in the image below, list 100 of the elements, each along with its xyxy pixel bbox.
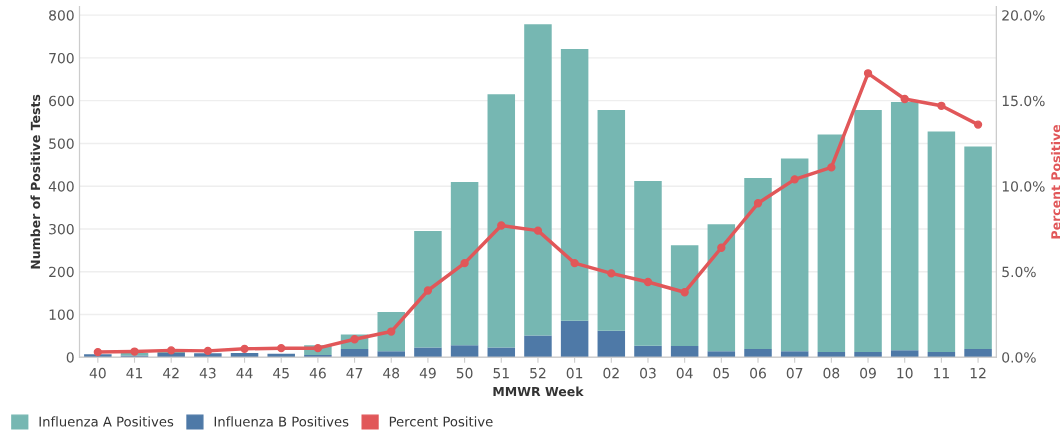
bar (194, 353, 222, 358)
x-tick-label: 48 (383, 367, 400, 379)
x-tick-label: 08 (823, 367, 840, 379)
bar (450, 345, 479, 358)
point (827, 163, 836, 172)
bar (927, 352, 956, 358)
x-tick-label: 02 (603, 367, 619, 379)
x-tick-label: 10 (897, 367, 913, 379)
x-tick-label: 52 (530, 367, 546, 379)
y-tick-label: 200 (49, 266, 74, 278)
y-tick-label: 600 (49, 95, 74, 107)
point (937, 101, 946, 110)
point (277, 343, 286, 353)
bar (670, 245, 699, 347)
x-tick-label: 50 (456, 367, 473, 379)
bar (634, 181, 662, 346)
point (717, 243, 726, 252)
y2-tick-label: 10.0% (1002, 181, 1045, 192)
x-tick-label: 47 (346, 368, 363, 379)
y2-axis-title: Percent Positive (1050, 124, 1060, 239)
y2-tick-label: 20.0% (1002, 10, 1045, 21)
bar (597, 330, 626, 358)
x-tick-label: 12 (970, 367, 986, 379)
bar (707, 351, 736, 358)
bar (964, 146, 992, 350)
bar (744, 349, 772, 358)
y-tick-label: 500 (49, 138, 74, 149)
bar (560, 48, 589, 321)
bar (780, 158, 809, 352)
bar (524, 335, 552, 358)
y2-tick-label: 15.0% (1002, 95, 1045, 107)
bar (634, 345, 662, 358)
x-tick-label: 46 (309, 367, 326, 379)
bar (524, 24, 552, 336)
bar (304, 355, 332, 358)
x-tick-label: 44 (236, 368, 253, 379)
point (680, 288, 689, 297)
x-tick-label: 09 (860, 367, 876, 379)
bar (487, 94, 516, 348)
y2-tick-label: 0.0% (1002, 352, 1036, 363)
point (203, 346, 213, 356)
point (753, 199, 763, 208)
bar (560, 320, 589, 358)
point (863, 69, 873, 78)
y-tick-label: 800 (49, 10, 74, 21)
point (423, 286, 433, 295)
x-axis-title: MMWR Week (493, 386, 584, 397)
bar (487, 347, 516, 358)
point (387, 327, 396, 336)
point (460, 258, 469, 268)
y-tick-label: 400 (48, 181, 74, 192)
bar (340, 349, 369, 358)
x-tick-label: 45 (273, 368, 289, 379)
x-tick-label: 04 (676, 367, 693, 379)
x-tick-label: 49 (419, 367, 436, 379)
bar (890, 350, 919, 358)
bar (670, 346, 699, 358)
bar (157, 352, 185, 358)
x-tick-label: 42 (163, 367, 179, 379)
bar (414, 231, 442, 348)
x-tick-label: 11 (934, 368, 949, 379)
y-tick-label: 100 (49, 309, 74, 320)
bar (707, 224, 736, 352)
point (973, 120, 983, 129)
bar (450, 181, 479, 346)
bar (890, 101, 919, 351)
x-tick-label: 07 (786, 367, 803, 379)
bar (817, 134, 846, 353)
x-tick-label: 43 (199, 367, 216, 379)
point (93, 347, 103, 357)
point (497, 221, 506, 230)
y-axis-title: Number of Positive Tests (30, 94, 41, 269)
point (790, 175, 799, 184)
y-tick-label: 700 (49, 52, 74, 64)
x-tick-label: 40 (89, 367, 106, 379)
bar (817, 352, 846, 358)
x-tick-label: 06 (750, 367, 766, 379)
x-tick-label: 01 (566, 367, 583, 379)
y2-tick-label: 5.0% (1002, 266, 1036, 278)
x-tick-label: 05 (713, 367, 729, 379)
bar (597, 110, 626, 331)
point (607, 269, 616, 278)
point (167, 346, 176, 355)
bar (377, 351, 405, 358)
point (240, 344, 249, 353)
point (533, 226, 543, 235)
y-tick-label: 300 (49, 223, 74, 235)
x-tick-label: 41 (126, 368, 143, 379)
bar (964, 349, 992, 358)
bar (854, 110, 882, 353)
bar (744, 178, 772, 350)
point (130, 347, 139, 356)
bar (780, 351, 809, 358)
x-tick-label: 51 (493, 368, 509, 379)
legend-label: Influenza A Positives (39, 416, 174, 427)
point (570, 258, 579, 268)
point (643, 277, 653, 287)
bar (854, 352, 882, 358)
point (900, 94, 909, 104)
legend-label: Influenza B Positives (214, 416, 349, 427)
